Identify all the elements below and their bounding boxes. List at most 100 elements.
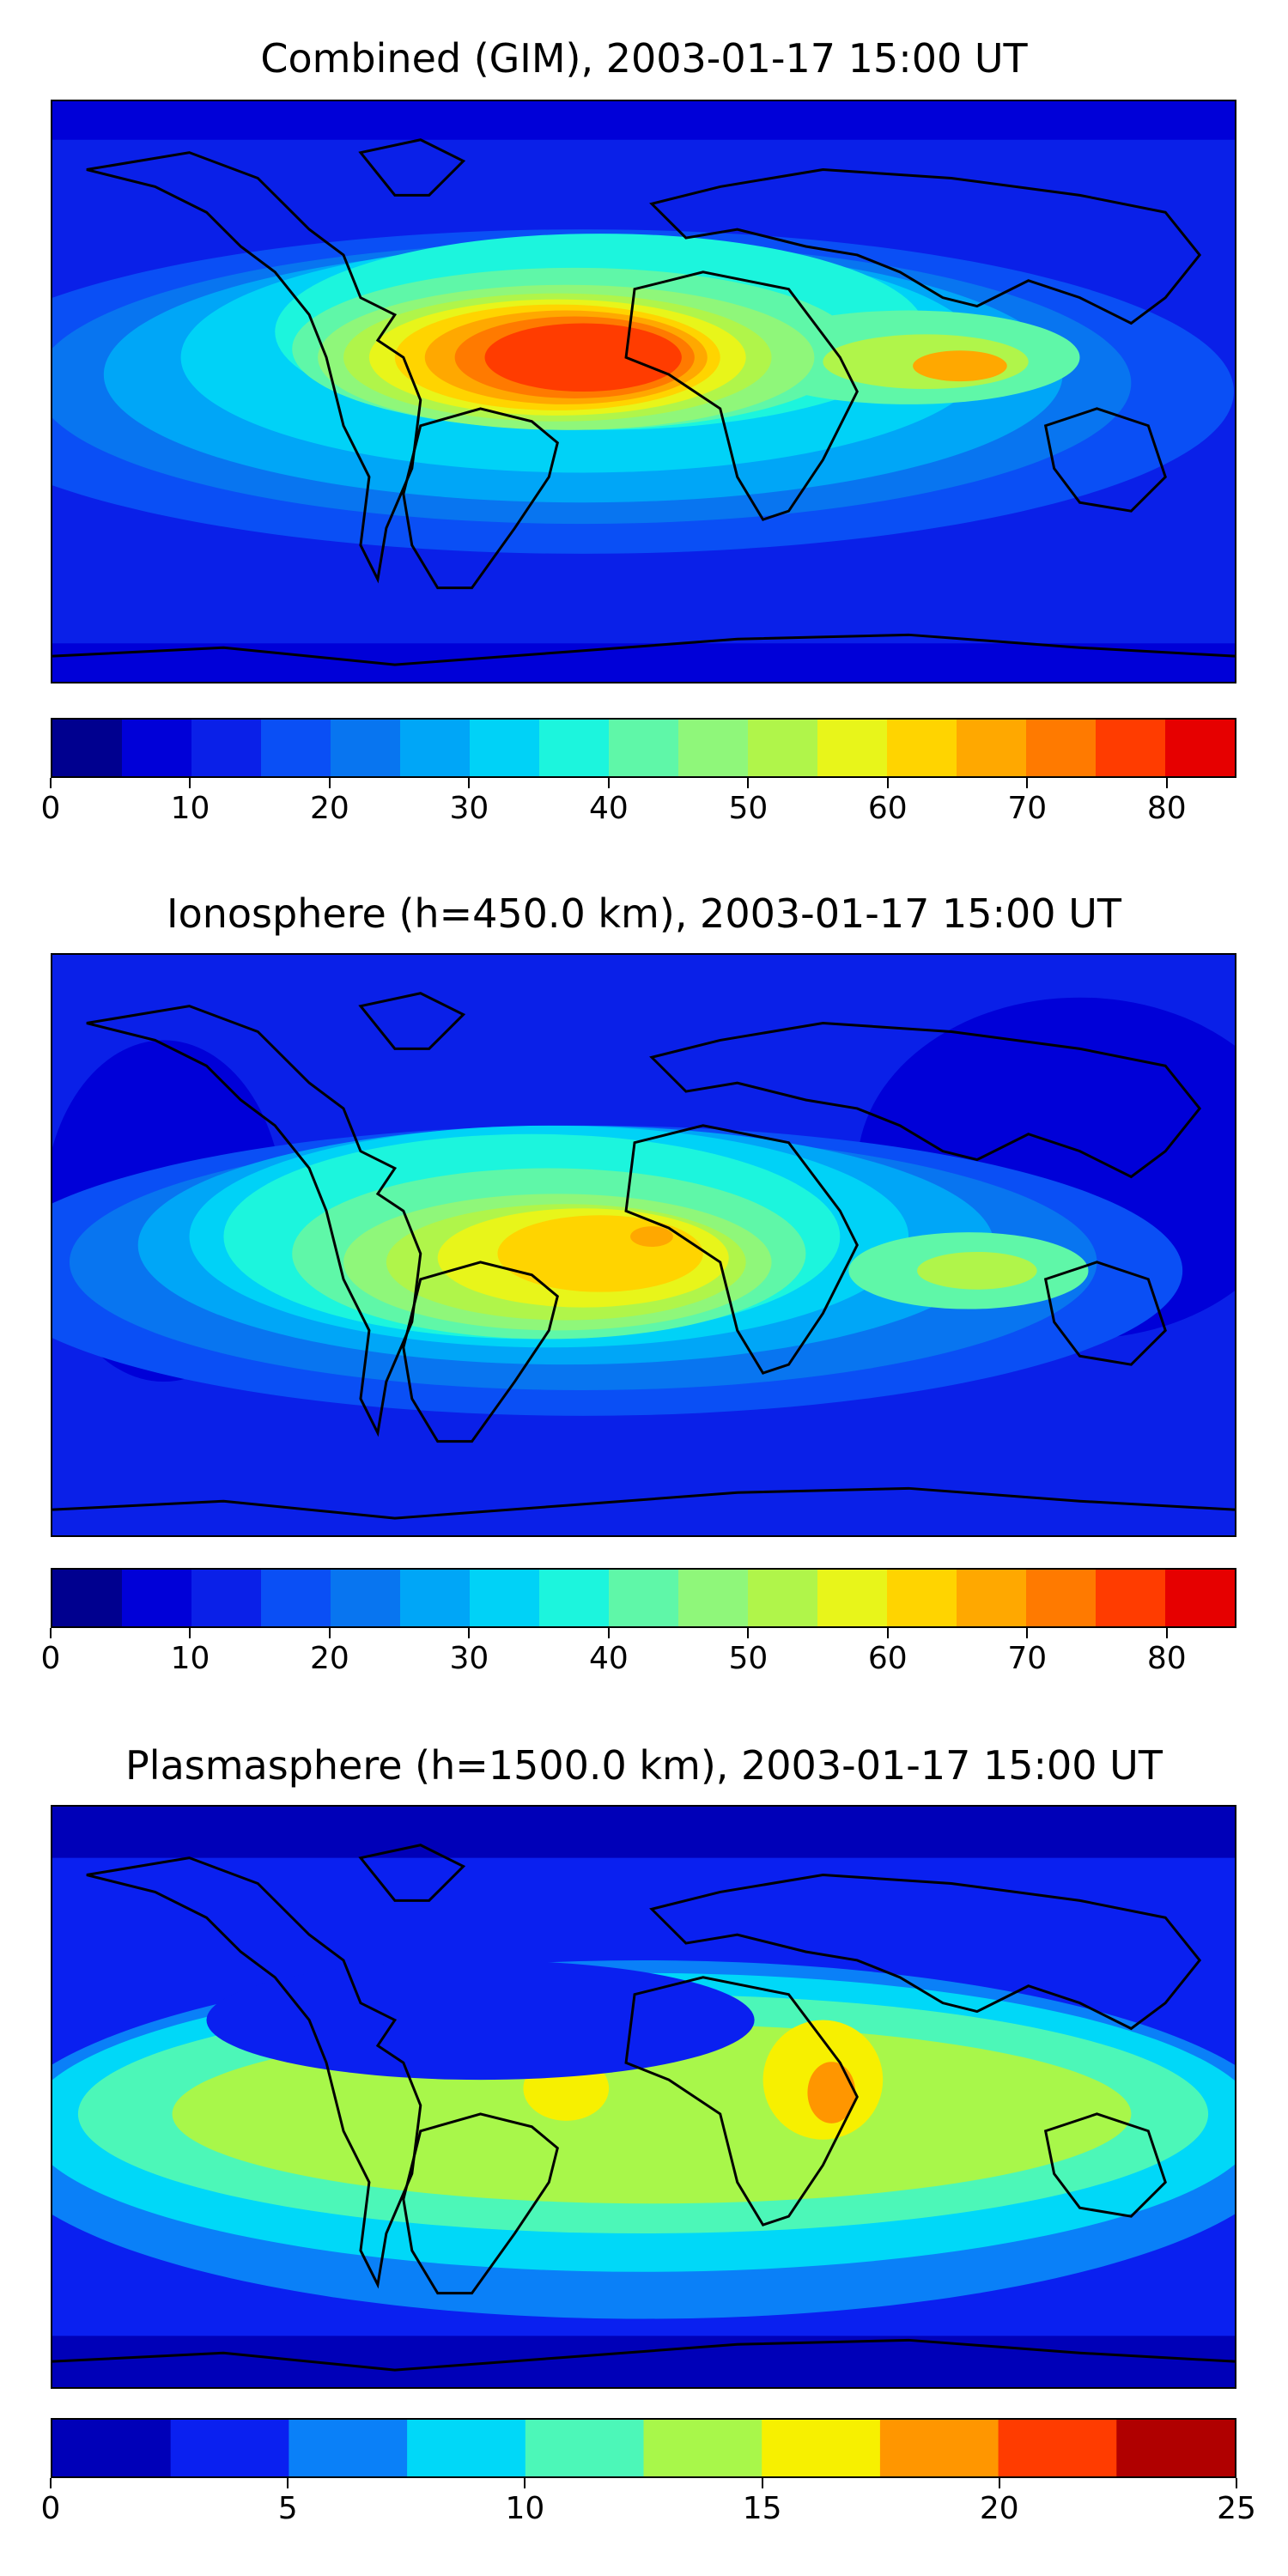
tick-label: 70 (1007, 1641, 1048, 1676)
colorbar-swatch (289, 2420, 408, 2476)
tick-mark (468, 1628, 471, 1638)
tick-mark (1165, 778, 1168, 788)
tick-label: 40 (588, 791, 629, 826)
tick-label: 50 (728, 1641, 769, 1676)
tick-mark (1026, 1628, 1029, 1638)
colorbar-swatch (1026, 1570, 1097, 1626)
tick-label: 40 (588, 1641, 629, 1676)
colorbar-swatch (643, 2420, 762, 2476)
colorbar-swatch (817, 720, 888, 776)
tick-mark (607, 778, 610, 788)
colorbar-swatch (122, 1570, 192, 1626)
tick-mark (468, 778, 471, 788)
panel3-contour-map (52, 1807, 1235, 2387)
colorbar-swatch (407, 2420, 526, 2476)
colorbar-swatch (52, 2420, 172, 2476)
tick-label: 0 (40, 2491, 61, 2526)
panel3-map (51, 1805, 1236, 2389)
colorbar-swatch (539, 720, 610, 776)
tick-label: 0 (40, 1641, 61, 1676)
tick-label: 5 (277, 2491, 298, 2526)
panel2-coastlines (52, 992, 1235, 1520)
colorbar-swatch (1026, 720, 1097, 776)
colorbar-swatch (470, 1570, 540, 1626)
colorbar-swatch (122, 720, 192, 776)
tick-label: 60 (867, 1641, 908, 1676)
colorbar-swatch (1096, 720, 1166, 776)
panel3-colorbar (51, 2418, 1236, 2478)
colorbar-swatch (52, 1570, 123, 1626)
tick-mark (886, 778, 889, 788)
tick-mark (328, 778, 331, 788)
tick-mark (998, 2478, 1000, 2488)
tick-label: 50 (728, 791, 769, 826)
panel1-colorbar-swatches (52, 720, 1235, 776)
tick-label: 10 (170, 1641, 210, 1676)
panel1-contour-map (52, 101, 1235, 682)
tick-label: 60 (867, 791, 908, 826)
colorbar-swatch (170, 2420, 289, 2476)
tick-mark (607, 1628, 610, 1638)
panel1-coastlines (52, 138, 1235, 666)
colorbar-swatch (678, 720, 749, 776)
colorbar-swatch (1165, 720, 1235, 776)
colorbar-swatch (609, 720, 679, 776)
panel2-colorbar-swatches (52, 1570, 1235, 1626)
tick-mark (761, 2478, 763, 2488)
tick-label: 10 (170, 791, 210, 826)
colorbar-swatch (52, 720, 123, 776)
colorbar-swatch (400, 1570, 471, 1626)
tick-label: 15 (742, 2491, 782, 2526)
panel2-title: Ionosphere (h=450.0 km), 2003-01-17 15:0… (167, 890, 1121, 937)
tick-mark (1236, 2478, 1237, 2488)
tick-mark (886, 1628, 889, 1638)
colorbar-swatch (400, 720, 471, 776)
colorbar-swatch (887, 720, 957, 776)
panel1-colorbar-ticks: 0 10 20 30 40 50 60 70 80 (0, 778, 1288, 826)
tick-mark (287, 2478, 289, 2488)
colorbar-swatch (748, 720, 818, 776)
colorbar-swatch (539, 1570, 610, 1626)
tick-label: 10 (505, 2491, 545, 2526)
tick-mark (50, 1628, 52, 1638)
colorbar-swatch (261, 1570, 331, 1626)
colorbar-swatch (762, 2420, 881, 2476)
tick-mark (189, 1628, 191, 1638)
colorbar-swatch (609, 1570, 679, 1626)
panel2-colorbar (51, 1568, 1236, 1628)
panel2-map (51, 953, 1236, 1537)
colorbar-swatch (748, 1570, 818, 1626)
tick-label: 30 (449, 791, 489, 826)
colorbar-swatch (331, 720, 401, 776)
tick-mark (747, 778, 750, 788)
tick-mark (50, 778, 52, 788)
colorbar-swatch (879, 2420, 999, 2476)
colorbar-swatch (191, 720, 262, 776)
tick-label: 0 (40, 791, 61, 826)
colorbar-swatch (1116, 2420, 1235, 2476)
tick-label: 70 (1007, 791, 1048, 826)
tick-label: 30 (449, 1641, 489, 1676)
panel2-contour-map (52, 955, 1235, 1535)
tick-label: 20 (979, 2491, 1019, 2526)
panel3-title: Plasmasphere (h=1500.0 km), 2003-01-17 1… (125, 1742, 1163, 1789)
tick-mark (1165, 1628, 1168, 1638)
tick-label: 20 (310, 1641, 349, 1676)
colorbar-swatch (1096, 1570, 1166, 1626)
tick-label: 25 (1217, 2491, 1256, 2526)
colorbar-swatch (998, 2420, 1117, 2476)
panel1-map (51, 100, 1236, 683)
panel3-colorbar-ticks: 0 5 10 15 20 25 (0, 2478, 1288, 2526)
colorbar-swatch (678, 1570, 749, 1626)
colorbar-swatch (817, 1570, 888, 1626)
colorbar-swatch (887, 1570, 957, 1626)
colorbar-swatch (1165, 1570, 1235, 1626)
tick-mark (524, 2478, 526, 2488)
colorbar-swatch (191, 1570, 262, 1626)
tick-label: 20 (310, 791, 349, 826)
colorbar-swatch (957, 720, 1027, 776)
colorbar-swatch (261, 720, 331, 776)
panel1-title: Combined (GIM), 2003-01-17 15:00 UT (260, 35, 1028, 82)
tick-mark (328, 1628, 331, 1638)
colorbar-swatch (525, 2420, 644, 2476)
